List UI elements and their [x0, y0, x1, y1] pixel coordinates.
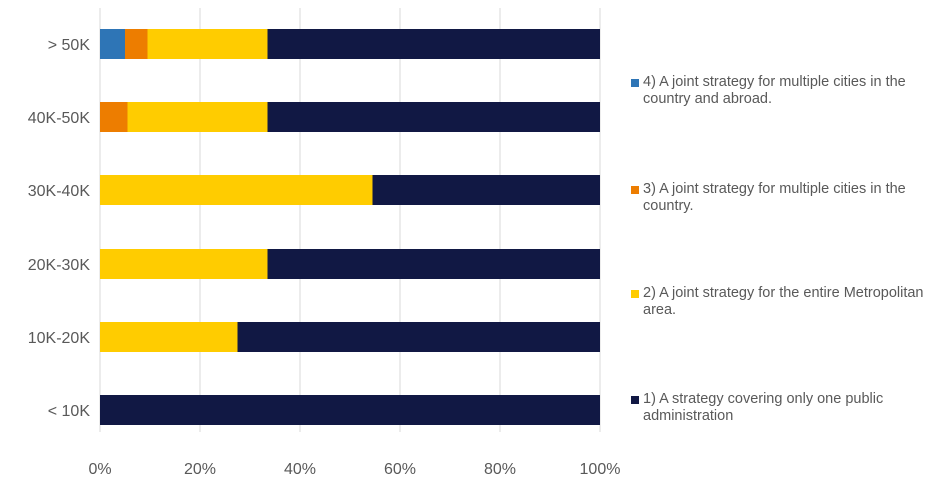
x-tick-label: 20% — [184, 461, 216, 478]
legend-item-series-2: 2) A joint strategy for the entire Metro… — [631, 285, 949, 319]
bar-segment — [100, 249, 268, 279]
x-tick-label: 80% — [484, 461, 516, 478]
y-category-label: 20K-30K — [28, 257, 91, 274]
x-tick-label: 40% — [284, 461, 316, 478]
bar-segment — [267, 102, 600, 132]
bar-segment — [267, 249, 600, 279]
bar-segment — [100, 29, 125, 59]
legend-label-series-2: 2) A joint strategy for the entire Metro… — [643, 285, 924, 318]
y-category-label: < 10K — [48, 403, 91, 420]
legend-swatch-series-3 — [631, 186, 639, 194]
legend-swatch-series-2 — [631, 290, 639, 298]
bar-segment — [237, 322, 600, 352]
bar-segment — [127, 102, 268, 132]
legend-swatch-series-4 — [631, 79, 639, 87]
x-tick-label: 60% — [384, 461, 416, 478]
legend-label-series-1: 1) A strategy covering only one public a… — [643, 391, 884, 424]
bar-segment — [147, 29, 268, 59]
x-tick-label: 100% — [580, 461, 621, 478]
legend-item-series-1: 1) A strategy covering only one public a… — [631, 391, 949, 425]
bar-segment — [372, 175, 600, 205]
bar-segment — [100, 395, 600, 425]
y-category-label: > 50K — [48, 37, 91, 54]
bar-segment — [100, 175, 373, 205]
legend-item-series-3: 3) A joint strategy for multiple cities … — [631, 181, 949, 215]
gridlines — [99, 8, 601, 432]
y-category-label: 40K-50K — [28, 110, 91, 127]
bars — [100, 29, 600, 425]
legend-label-series-4: 4) A joint strategy for multiple cities … — [643, 74, 906, 107]
x-tick-label: 0% — [88, 461, 111, 478]
legend: 4) A joint strategy for multiple cities … — [631, 0, 949, 482]
y-axis-category-labels: > 50K 40K-50K 30K-40K 20K-30K 10K-20K < 10K — [28, 37, 91, 420]
y-category-label: 30K-40K — [28, 183, 91, 200]
legend-label-series-3: 3) A joint strategy for multiple cities … — [643, 181, 906, 214]
x-axis-tick-labels: 0% 20% 40% 60% 80% 100% — [88, 461, 620, 478]
legend-item-series-4: 4) A joint strategy for multiple cities … — [631, 74, 949, 108]
bar-segment — [125, 29, 148, 59]
legend-swatch-series-1 — [631, 396, 639, 404]
bar-segment — [100, 322, 238, 352]
bar-segment — [267, 29, 600, 59]
bar-segment — [100, 102, 128, 132]
y-category-label: 10K-20K — [28, 330, 91, 347]
